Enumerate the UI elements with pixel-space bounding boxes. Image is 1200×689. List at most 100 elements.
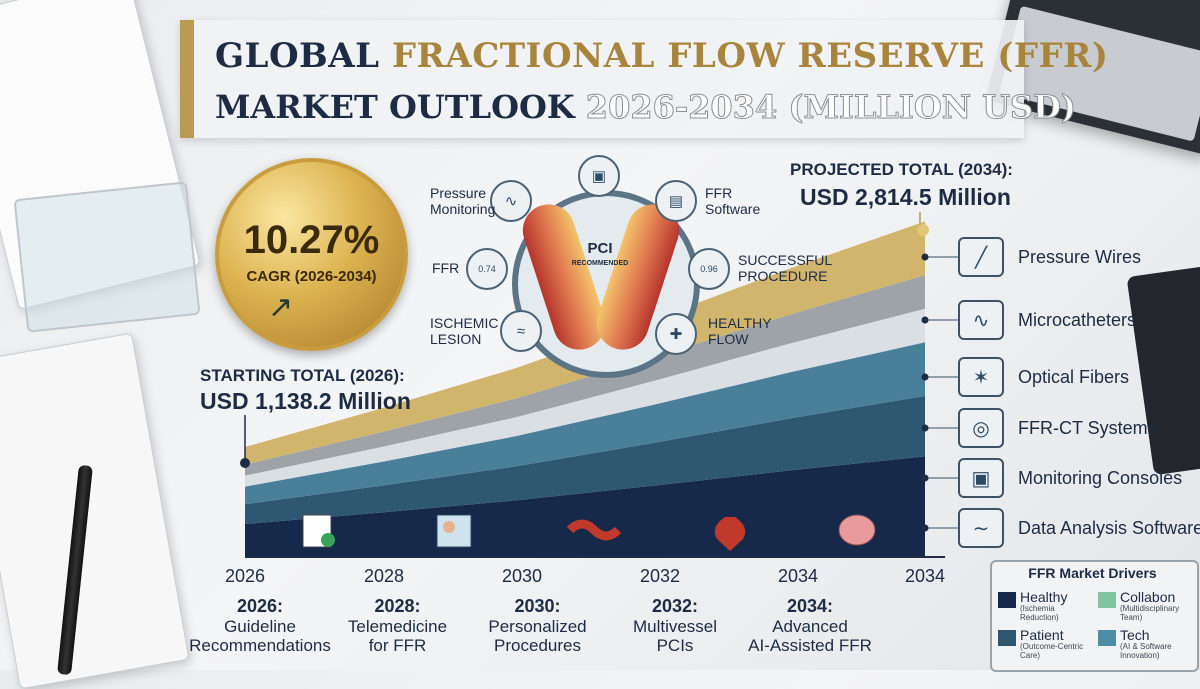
cagr-coin: [215, 158, 408, 351]
area-series-microcatheters: [245, 275, 925, 476]
pci-subtitle: RECOMMENDED: [571, 260, 629, 267]
title-part: MARKET OUTLOOK: [215, 88, 586, 126]
console-icon: ▣: [958, 458, 1004, 498]
driver-sub: (Outcome-Centric Care): [1020, 642, 1084, 660]
title-part: 2026-2034 (MILLION USD): [585, 88, 1077, 127]
gauge-icon: 0.96: [688, 248, 730, 290]
market-drivers-box: [990, 560, 1199, 672]
monitor-icon: ▤: [655, 180, 697, 222]
milestone: 2032: Multivessel PCIs: [610, 596, 740, 655]
area-series-group: [245, 221, 925, 557]
driver-name: Collabon: [1120, 589, 1176, 605]
starting-total-label: STARTING TOTAL (2026):: [200, 366, 405, 385]
cagr-value: 10.27%: [243, 218, 380, 262]
gauge-icon: 0.74: [466, 248, 508, 290]
infographic-label: SUCCESSFUL PROCEDURE: [738, 252, 833, 284]
legend-connector-dot: [921, 316, 929, 324]
milestone-year: 2028:: [374, 596, 421, 616]
driver-sub: (Ischemia Reduction): [1020, 604, 1059, 622]
legend-label: Pressure Wires: [1018, 246, 1142, 267]
milestone-year: 2026:: [236, 596, 284, 616]
driver-swatch: [1098, 630, 1116, 646]
start-marker: [240, 458, 250, 468]
x-tick-label: 2026: [225, 566, 266, 586]
end-marker: [917, 224, 929, 236]
infographic-label: HEALTHY FLOW: [708, 315, 772, 347]
page-title-line1: GLOBAL FRACTIONAL FLOW RESERVE (FFR): [215, 36, 1109, 76]
market-drivers-title: FFR Market Drivers: [1028, 565, 1157, 581]
driver-swatch: [998, 630, 1016, 646]
driver-item: Collabon (Multidisciplinary Team): [1098, 590, 1179, 622]
milestone-text: Advanced AI-Assisted FFR: [748, 617, 872, 655]
legend-connector-dot: [921, 424, 929, 432]
legend-label: Data Analysis Software: [1018, 517, 1200, 538]
legend-item-microcatheters: ∿ Microcatheters: [958, 300, 1136, 340]
monitor-icon: ▣: [578, 155, 620, 197]
page-title-line2: MARKET OUTLOOK 2026-2034 (MILLION USD): [215, 88, 1077, 127]
title-part: FRACTIONAL FLOW RESERVE (FFR): [391, 36, 1109, 76]
check-icon: [321, 533, 335, 547]
infographic-label: FFR Software: [705, 185, 761, 217]
driver-sub: (AI & Software Innovation): [1120, 642, 1172, 660]
doctor-head-icon: [443, 521, 455, 533]
legend-connector-dot: [921, 474, 929, 482]
x-tick-label: 2034: [778, 566, 819, 586]
milestone-year: 2034:: [786, 596, 834, 616]
legend-label: Optical Fibers: [1018, 366, 1130, 387]
gauge-reading: 0.96: [700, 264, 718, 274]
area-series-ffr-ct-systems: [245, 342, 925, 505]
legend-item-monitoring-consoles: ▣ Monitoring Consoles: [958, 458, 1182, 498]
area-series-optical-fibers: [245, 308, 925, 487]
driver-swatch: [1098, 592, 1116, 608]
x-tick-label: 2030: [502, 566, 543, 586]
legend-connector-group: [921, 253, 958, 532]
milestone: 2034: Advanced AI-Assisted FFR: [735, 596, 885, 655]
legend-item-data-analysis-software: ∼ Data Analysis Software: [958, 508, 1200, 548]
x-tick-label: 2028: [364, 566, 405, 586]
milestone-text: Guideline Recommendations: [189, 617, 331, 655]
milestone: 2026: Guideline Recommendations: [180, 596, 340, 655]
legend-connector-dot: [921, 524, 929, 532]
x-tick-label: 2032: [640, 566, 681, 586]
driver-item: Tech (AI & Software Innovation): [1098, 628, 1172, 660]
infographic-label: ISCHEMIC LESION: [430, 315, 499, 347]
milestone-year: 2032:: [651, 596, 699, 616]
wire-icon: ╱: [958, 237, 1004, 277]
driver-name: Tech: [1120, 627, 1150, 643]
stacked-area-chart: [240, 212, 958, 558]
area-series-pressure-wires: [245, 221, 925, 465]
driver-name: Healthy: [1020, 589, 1068, 605]
driver-name: Patient: [1020, 627, 1064, 643]
driver-swatch: [998, 592, 1016, 608]
infographic-label: Pressure Monitoring: [430, 185, 496, 217]
telemedicine-icon: [436, 514, 472, 548]
trend-arrow-icon: ↗: [268, 291, 294, 324]
area-series-monitoring-consoles: [245, 395, 925, 524]
milestone-text: Multivessel PCIs: [632, 617, 718, 655]
driver-sub: (Multidisciplinary Team): [1120, 604, 1180, 622]
milestone-text: Personalized Procedures: [488, 617, 587, 655]
heart-icon: [714, 517, 746, 551]
gauge-reading: 0.74: [478, 264, 496, 274]
legend-item-pressure-wires: ╱ Pressure Wires: [958, 237, 1141, 277]
milestone: 2028: Telemedicine for FFR: [330, 596, 465, 655]
catheter-icon: ∿: [958, 300, 1004, 340]
milestone-text: Telemedicine for FFR: [347, 617, 448, 655]
brain-icon: [838, 514, 876, 546]
hospital-icon: ✚: [655, 313, 697, 355]
title-banner: [180, 20, 1024, 138]
software-icon: ∼: [958, 508, 1004, 548]
legend-item-ffr-ct-systems: ◎ FFR-CT Systems: [958, 408, 1157, 448]
pci-title: PCI: [587, 240, 613, 257]
x-tick-label: 2034: [905, 566, 946, 586]
starting-total-value: USD 1,138.2 Million: [200, 388, 411, 414]
fiber-icon: ✶: [958, 357, 1004, 397]
ct-scanner-icon: ◎: [958, 408, 1004, 448]
projected-total-value: USD 2,814.5 Million: [800, 184, 1011, 210]
artery-icon: ≈: [500, 310, 542, 352]
milestone-icons: [302, 514, 876, 551]
artery-icon: [566, 519, 622, 541]
wire-icon: ∿: [490, 180, 532, 222]
legend-connector-dot: [921, 253, 929, 261]
legend-item-optical-fibers: ✶ Optical Fibers: [958, 357, 1129, 397]
